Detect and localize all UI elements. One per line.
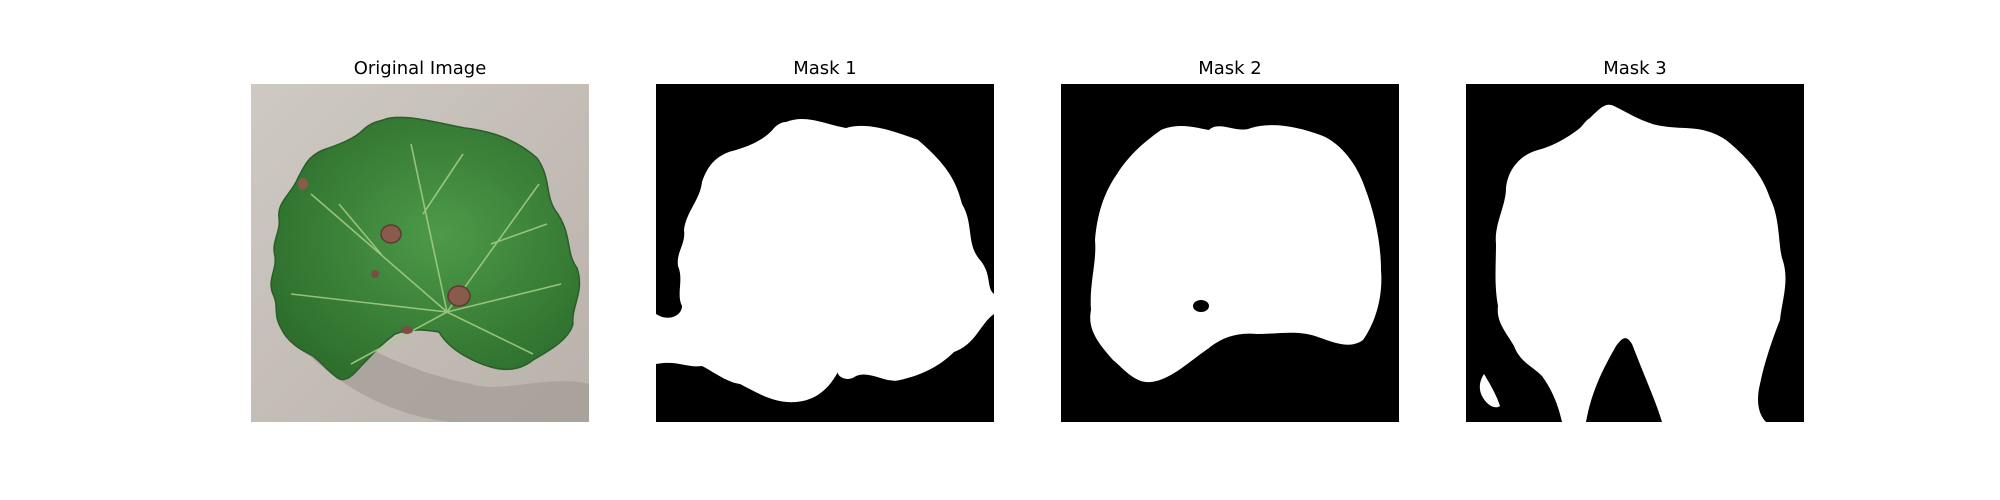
leaf-lesion bbox=[447, 285, 471, 307]
mask-hole bbox=[1193, 300, 1209, 312]
panel-title-mask-3: Mask 3 bbox=[1603, 58, 1667, 79]
panel-title-mask-2: Mask 2 bbox=[1198, 58, 1262, 79]
leaf-lesion bbox=[298, 178, 308, 190]
leaf-shadow bbox=[281, 314, 589, 422]
mask-1-panel bbox=[656, 84, 994, 422]
leaf-lesion bbox=[401, 326, 413, 334]
leaf-lesion bbox=[380, 224, 402, 244]
mask-fragment bbox=[690, 330, 698, 340]
mask-3-image bbox=[1466, 84, 1804, 422]
panel-title-mask-1: Mask 1 bbox=[793, 58, 857, 79]
leaf-lesion bbox=[371, 270, 379, 278]
mask-region bbox=[656, 118, 994, 403]
leaf bbox=[270, 116, 581, 381]
mask-3-panel bbox=[1466, 84, 1804, 422]
mask-region bbox=[1090, 125, 1382, 383]
leaf-veins bbox=[290, 143, 562, 365]
mask-region bbox=[1495, 104, 1786, 422]
mask-2-panel bbox=[1061, 84, 1399, 422]
original-image bbox=[251, 84, 589, 422]
mask-fragment bbox=[1479, 374, 1500, 408]
panel-title-original: Original Image bbox=[353, 58, 487, 79]
mask-2-image bbox=[1061, 84, 1399, 422]
original-image-panel bbox=[251, 84, 589, 422]
mask-1-image bbox=[656, 84, 994, 422]
